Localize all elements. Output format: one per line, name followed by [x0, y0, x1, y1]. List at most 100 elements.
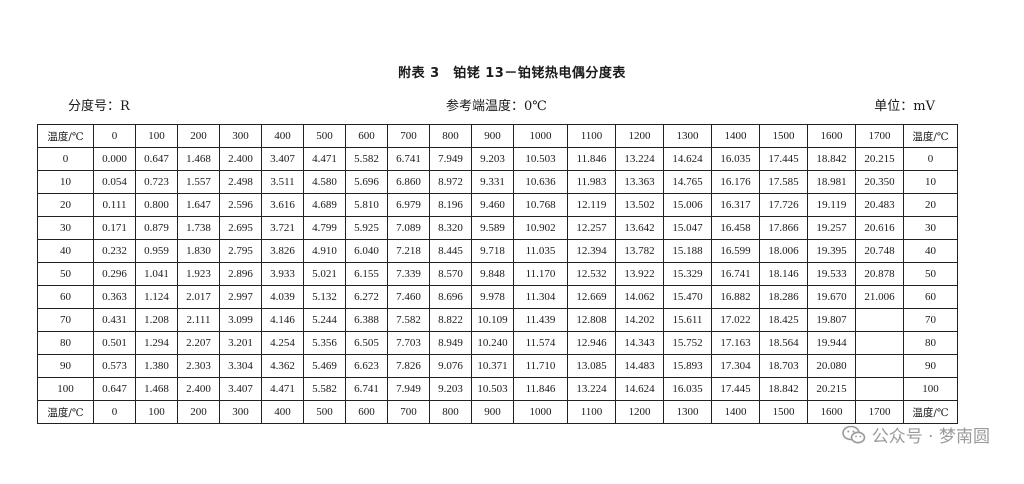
table-cell: 1.557: [177, 170, 220, 194]
column-header-cell: 1100: [567, 400, 616, 424]
table-cell: 13.782: [615, 239, 664, 263]
table-cell: 17.726: [759, 193, 808, 217]
column-header-cell: 1500: [759, 400, 808, 424]
table-title: 附表 3 铂铑 13－铂铑热电偶分度表: [398, 66, 626, 81]
table-cell: 11.983: [567, 170, 616, 194]
table-cell: 19.257: [807, 216, 856, 240]
table-cell: 12.394: [567, 239, 616, 263]
temperature-label-cell: 20: [37, 193, 94, 217]
temperature-label-cell: 80: [903, 331, 958, 355]
reference-temperature: 参考端温度：0℃: [446, 99, 547, 114]
column-header-cell: 300: [219, 400, 262, 424]
table-cell: 6.623: [345, 354, 388, 378]
table-cell: 0.647: [93, 377, 136, 401]
table-cell: 0.054: [93, 170, 136, 194]
thermocouple-table: 温度/℃ 0 100 200 300 400 500 600 700 800 900 1000 1100…: [37, 124, 958, 424]
table-cell: 13.363: [615, 170, 664, 194]
table-cell: 1.923: [177, 262, 220, 286]
table-cell: 14.202: [615, 308, 664, 332]
scale-label: 分度号：R: [68, 99, 130, 114]
column-header-cell: 1300: [663, 400, 712, 424]
table-cell: 17.445: [711, 377, 760, 401]
table-cell: 5.925: [345, 216, 388, 240]
column-header-cell: 0: [93, 400, 136, 424]
table-cell: 2.596: [219, 193, 262, 217]
column-header-cell: 400: [261, 400, 304, 424]
table-cell: 20.483: [855, 193, 904, 217]
temperature-label-cell: 100: [37, 377, 94, 401]
table-cell: 14.765: [663, 170, 712, 194]
table-cell: 17.022: [711, 308, 760, 332]
table-cell: 21.006: [855, 285, 904, 309]
table-cell: 18.981: [807, 170, 856, 194]
table-cell: 19.944: [807, 331, 856, 355]
temperature-label-cell: 60: [903, 285, 958, 309]
table-cell: 10.902: [513, 216, 568, 240]
table-cell: 7.582: [387, 308, 430, 332]
table-cell: 12.532: [567, 262, 616, 286]
table-cell: 2.111: [177, 308, 220, 332]
table-cell: 4.471: [303, 147, 346, 171]
table-cell: 16.599: [711, 239, 760, 263]
table-cell: 3.099: [219, 308, 262, 332]
table-cell: 20.080: [807, 354, 856, 378]
table-cell: 14.624: [615, 377, 664, 401]
table-cell: 11.304: [513, 285, 568, 309]
table-row: 20 0.111 0.800 1.647 2.596 3.616 4.689 5.810 6.9…: [37, 193, 958, 217]
table-cell: 8.196: [429, 193, 472, 217]
table-cell: 18.425: [759, 308, 808, 332]
table-cell: 7.826: [387, 354, 430, 378]
table-cell: 4.146: [261, 308, 304, 332]
table-cell: 2.400: [219, 147, 262, 171]
table-cell: 1.647: [177, 193, 220, 217]
temperature-label-cell: 温度/℃: [37, 124, 94, 148]
table-cell: 3.933: [261, 262, 304, 286]
table-cell: 12.257: [567, 216, 616, 240]
wechat-icon: [841, 425, 866, 443]
table-cell: 4.471: [261, 377, 304, 401]
table-cell: 8.570: [429, 262, 472, 286]
column-header-cell: 100: [135, 400, 178, 424]
table-cell: 2.498: [219, 170, 262, 194]
table-cell: 16.035: [711, 147, 760, 171]
table-cell: [855, 308, 904, 332]
table-cell: 8.949: [429, 331, 472, 355]
temperature-label-cell: 30: [903, 216, 958, 240]
table-cell: 11.439: [513, 308, 568, 332]
table-cell: 6.860: [387, 170, 430, 194]
column-header-cell: 400: [261, 124, 304, 148]
footer-row: 温度/℃ 0 100 200 300 400 500 600 700 800 900 1000 1100…: [37, 400, 958, 424]
column-header-cell: 1300: [663, 124, 712, 148]
table-row: 40 0.232 0.959 1.830 2.795 3.826 4.910 6.040 7.2…: [37, 239, 958, 263]
table-cell: 5.469: [303, 354, 346, 378]
table-cell: 11.846: [513, 377, 568, 401]
table-cell: 0.363: [93, 285, 136, 309]
table-row: 100 0.647 1.468 2.400 3.407 4.471 5.582 6.741 7.…: [37, 377, 958, 401]
table-cell: 9.589: [471, 216, 514, 240]
temperature-label-cell: 100: [903, 377, 958, 401]
table-row: 90 0.573 1.380 2.303 3.304 4.362 5.469 6.623 7.8…: [37, 354, 958, 378]
table-row: 30 0.171 0.879 1.738 2.695 3.721 4.799 5.925 7.0…: [37, 216, 958, 240]
column-header-cell: 0: [93, 124, 136, 148]
table-cell: 6.040: [345, 239, 388, 263]
table-cell: 9.331: [471, 170, 514, 194]
table-cell: 10.503: [513, 147, 568, 171]
table-cell: 3.407: [261, 147, 304, 171]
column-header-cell: 1200: [615, 400, 664, 424]
column-header-cell: 1100: [567, 124, 616, 148]
table-cell: 14.343: [615, 331, 664, 355]
temperature-label-cell: 50: [903, 262, 958, 286]
table-cell: 8.696: [429, 285, 472, 309]
table-cell: 10.636: [513, 170, 568, 194]
table-row: 50 0.296 1.041 1.923 2.896 3.933 5.021 6.155 7.3…: [37, 262, 958, 286]
temperature-label-cell: 90: [903, 354, 958, 378]
table-cell: 15.611: [663, 308, 712, 332]
table-cell: 10.371: [471, 354, 514, 378]
table-cell: 20.215: [807, 377, 856, 401]
table-cell: 8.822: [429, 308, 472, 332]
table-cell: 5.582: [345, 147, 388, 171]
table-cell: 0.800: [135, 193, 178, 217]
table-cell: 9.848: [471, 262, 514, 286]
table-cell: 12.808: [567, 308, 616, 332]
table-cell: 0.296: [93, 262, 136, 286]
